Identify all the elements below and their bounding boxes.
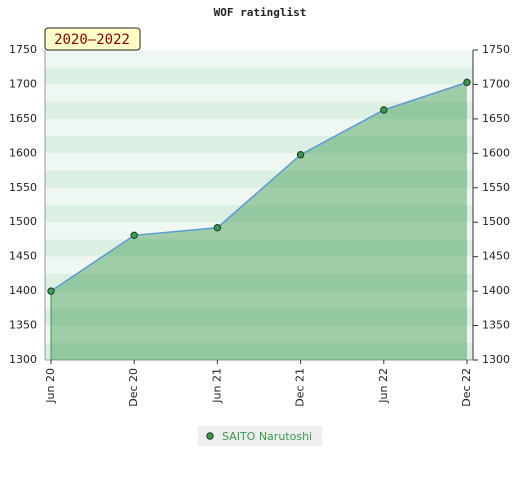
- point: [296, 151, 305, 159]
- y-tick-label: 1700: [9, 77, 37, 90]
- y2-tick-label: 1650: [482, 112, 510, 125]
- y-tick-label: 1600: [9, 146, 37, 159]
- grid-band: [45, 325, 473, 343]
- x-tick-label: Jun 21: [210, 368, 223, 404]
- grid-band: [45, 308, 473, 326]
- y-tick-label: 1450: [9, 250, 37, 263]
- grid-band: [45, 101, 473, 119]
- y-tick-label: 1500: [9, 215, 37, 228]
- annotation-box: [44, 27, 141, 51]
- annotation: 2020–2022: [44, 27, 141, 51]
- point: [463, 78, 471, 87]
- y2-tick-label: 1700: [482, 77, 510, 90]
- grid-band: [45, 273, 473, 292]
- grid-band: [45, 205, 473, 223]
- y2-tick-label: 1500: [482, 215, 510, 228]
- grid-band: [45, 170, 473, 188]
- grid-band: [45, 256, 473, 274]
- x-tick-label: Dec 20: [127, 368, 140, 407]
- legend-label: SAITO Narutoshi: [222, 430, 312, 443]
- grid-band: [45, 222, 473, 240]
- x-tick-label: Jun 20: [44, 368, 57, 404]
- point: [380, 106, 388, 114]
- grid-band: [45, 84, 473, 102]
- grid-band: [45, 291, 473, 309]
- grid-band: [45, 239, 473, 257]
- grid-band: [45, 342, 473, 360]
- grid-band: [45, 187, 473, 205]
- annotation-text: 2020–2022: [54, 32, 130, 48]
- grid-band: [45, 136, 473, 154]
- point: [130, 231, 138, 240]
- x-tick-label: Dec 21: [294, 368, 307, 407]
- x-tick-label: Jun 22: [377, 368, 390, 404]
- area: [51, 82, 467, 360]
- y-tick-label: 1550: [9, 181, 37, 194]
- grid-band: [45, 153, 473, 171]
- y-tick-label: 1400: [9, 284, 37, 297]
- y-tick-label: 1350: [9, 319, 37, 332]
- y-tick-label: 1750: [9, 43, 37, 56]
- grid-band: [45, 67, 473, 85]
- y2-tick-label: 1350: [482, 319, 510, 332]
- x-tick-label: Dec 22: [460, 368, 473, 407]
- y2-tick-label: 1450: [482, 250, 510, 263]
- y2-tick-label: 1300: [482, 353, 510, 366]
- y-tick-label: 1300: [9, 353, 37, 366]
- y-tick-label: 1650: [9, 112, 37, 125]
- y2-tick-label: 1600: [482, 146, 510, 159]
- legend-marker: [206, 432, 214, 440]
- point: [47, 287, 55, 295]
- chart-title: WOF ratinglist: [214, 6, 307, 19]
- y2-tick-label: 1550: [482, 181, 510, 194]
- line: [50, 81, 468, 292]
- point: [213, 224, 222, 232]
- y2-tick-label: 1750: [482, 43, 510, 56]
- legend-box: [198, 426, 322, 446]
- y2-tick-label: 1400: [482, 284, 510, 297]
- grid-band: [45, 50, 473, 68]
- grid-band: [45, 118, 473, 137]
